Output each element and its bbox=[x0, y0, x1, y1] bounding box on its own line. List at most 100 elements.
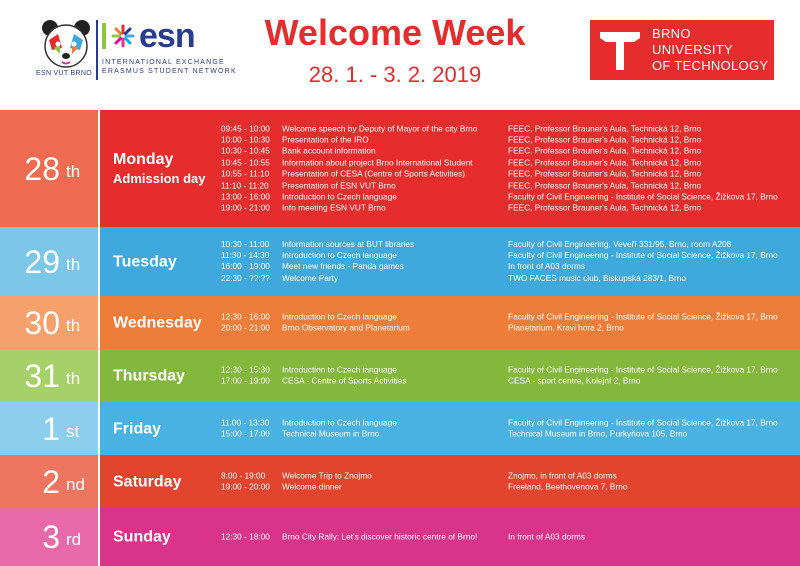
event-list: 12:30 - 16:00 Introduction to Czech langu… bbox=[221, 311, 796, 334]
event-time: 10:45 - 10:55 bbox=[221, 157, 270, 168]
event-place: Faculty of Civil Engineering - Institute… bbox=[508, 364, 778, 375]
event-description: Welcome speech by Deputy of Mayor of the… bbox=[282, 122, 478, 133]
event-description: Information sources at BUT libraries bbox=[282, 238, 415, 249]
day-date: 30 th bbox=[0, 296, 98, 349]
event-place: FEEC, Professor Brauner's Aula, Technick… bbox=[508, 202, 702, 213]
event-place: FEEC, Professor Brauner's Aula, Technick… bbox=[508, 122, 702, 133]
esn-tagline-line: ERASMUS STUDENT NETWORK bbox=[102, 68, 237, 75]
event-time: 12:30 - 18:00 bbox=[221, 531, 270, 542]
event-description: Bank account information bbox=[282, 145, 376, 156]
event-description: CESA - Centre of Sports Activities bbox=[282, 375, 407, 386]
event-time: 10:55 - 11:10 bbox=[221, 168, 270, 179]
event-place: Faculty of Civil Engineering - Institute… bbox=[508, 191, 778, 202]
event-item: 12:30 - 16:00 Introduction to Czech langu… bbox=[221, 311, 796, 322]
event-time: 10:30 - 11:00 bbox=[221, 238, 270, 249]
but-name-line: UNIVERSITY bbox=[652, 42, 734, 57]
day-name-text: Sunday bbox=[113, 528, 171, 546]
event-place: Planetarium, Kravi hora 2, Brno bbox=[508, 322, 624, 333]
event-place: FEEC, Professor Brauner's Aula, Technick… bbox=[508, 145, 702, 156]
event-description: Welcome Party bbox=[282, 272, 339, 283]
event-item: 8:00 - 19:00 Welcome Trip to Znojmo Znojmo… bbox=[221, 470, 796, 481]
event-place: Faculty of Civil Engineering - Institute… bbox=[508, 311, 778, 322]
event-description: Meet new friends - Panda games bbox=[282, 261, 404, 272]
esn-tagline: INTERNATIONAL EXCHANGE ERASMUS STUDENT N… bbox=[102, 58, 237, 76]
event-item: 10:55 - 11:10 Presentation of CESA (Centr… bbox=[221, 169, 796, 180]
day-details: Thursday 12:30 - 15:30 Introduction to Cz… bbox=[100, 349, 800, 402]
day-name-text: Saturday bbox=[113, 473, 182, 490]
day-name-text: Thursday bbox=[113, 367, 186, 384]
but-logo: BRNO UNIVERSITY OF TECHNOLOGY bbox=[590, 20, 774, 80]
esn-wordmark: esn bbox=[102, 18, 196, 54]
day-date: 29 th bbox=[0, 227, 98, 296]
event-place: FEEC, Professor Brauner's Aula, Technick… bbox=[508, 168, 702, 179]
event-item: 22:30 - ??:?? Welcome Party TWO FACES musi… bbox=[221, 273, 796, 284]
day-suffix: th bbox=[66, 161, 81, 181]
event-list: 12:30 - 15:30 Introduction to Czech langu… bbox=[221, 364, 796, 387]
event-item: 12:30 - 15:30 Introduction to Czech langu… bbox=[221, 364, 796, 375]
event-item: 19:00 - 21:00 Info meeting ESN VUT Brno FE… bbox=[221, 203, 796, 214]
event-description: Technical Museum in Brno bbox=[282, 428, 380, 439]
event-item: 10:45 - 10:55 Information about project B… bbox=[221, 157, 796, 168]
event-time: 12:30 - 16:00 bbox=[221, 311, 270, 322]
esn-section-name: ESN VUT BRNO bbox=[36, 70, 92, 77]
but-t-icon bbox=[600, 32, 640, 70]
event-time: 19:00 - 20:00 bbox=[221, 481, 270, 492]
event-time: 8:00 - 19:00 bbox=[221, 470, 266, 481]
event-description: Welcome Trip to Znojmo bbox=[282, 470, 372, 481]
event-place: Znojmo, in front of A03 dorms bbox=[508, 470, 617, 481]
event-time: 13:00 - 16:00 bbox=[221, 191, 270, 202]
page-title: Welcome Week bbox=[264, 12, 526, 53]
day-suffix: st bbox=[66, 421, 80, 441]
but-name: BRNO UNIVERSITY OF TECHNOLOGY bbox=[652, 26, 768, 74]
event-item: 11:00 - 13:30 Introduction to Czech langu… bbox=[221, 417, 796, 428]
event-description: Welcome dinner bbox=[282, 481, 342, 492]
day-details: Saturday 8:00 - 19:00 Welcome Trip to Zno… bbox=[100, 455, 800, 508]
esn-tagline-line: INTERNATIONAL EXCHANGE bbox=[102, 59, 225, 66]
day-details: Friday 11:00 - 13:30 Introduction to Czec… bbox=[100, 402, 800, 455]
day-row-wednesday: 30 th Wednesday 12:30 - 16:00 Introductio… bbox=[0, 296, 800, 349]
event-description: Brno City Rally: Let's discover historic… bbox=[282, 531, 478, 542]
event-description: Introduction to Czech language bbox=[282, 364, 397, 375]
event-place: FEEC, Professor Brauner's Aula, Technick… bbox=[508, 157, 702, 168]
event-time: 12:30 - 15:30 bbox=[221, 364, 270, 375]
event-item: 20:00 - 21:00 Brno Observatory and Planet… bbox=[221, 323, 796, 334]
day-name-text: Tuesday bbox=[113, 253, 177, 270]
day-name-text: Wednesday bbox=[113, 314, 202, 331]
day-name-text: Friday bbox=[113, 420, 162, 437]
day-name-text: Monday bbox=[113, 150, 174, 168]
day-number: 3 bbox=[42, 519, 60, 555]
event-time: 15:00 - 17:00 bbox=[221, 428, 270, 439]
event-item: 16:00 - 19:00 Meet new friends - Panda ga… bbox=[221, 262, 796, 273]
event-place: Faculty of Civil Engineering - Institute… bbox=[508, 417, 778, 428]
day-row-monday: 28 th Monday Admission day 09:45 - 10:00… bbox=[0, 110, 800, 227]
event-time: 22:30 - ??:?? bbox=[221, 272, 270, 283]
event-description: Info meeting ESN VUT Brno bbox=[282, 202, 386, 213]
day-number: 1 bbox=[42, 410, 60, 447]
event-description: Presentation of ESN VUT Brno bbox=[282, 179, 396, 190]
event-place: Technical Museum in Brno, Purkyňova 105,… bbox=[508, 428, 688, 439]
day-name: Wednesday bbox=[113, 313, 202, 332]
event-place: Freeland, Beethovenova 7, Brno bbox=[508, 481, 628, 492]
panda-icon bbox=[42, 20, 90, 68]
event-item: 13:00 - 16:00 Introduction to Czech langu… bbox=[221, 191, 796, 202]
event-item: 12:30 - 18:00 Brno City Rally: Let's disc… bbox=[221, 531, 796, 542]
event-time: 09:45 - 10:00 bbox=[221, 122, 270, 133]
day-name: Saturday bbox=[113, 472, 181, 491]
day-row-saturday: 2 nd Saturday 8:00 - 19:00 Welcome Trip t… bbox=[0, 455, 800, 508]
day-number: 30 bbox=[24, 304, 60, 341]
day-details: Sunday 12:30 - 18:00 Brno City Rally: Let… bbox=[100, 508, 800, 566]
day-number: 2 bbox=[42, 463, 60, 500]
day-number: 28 bbox=[24, 150, 60, 187]
day-suffix: nd bbox=[66, 474, 85, 494]
event-time: 11:10 - 11:20 bbox=[221, 179, 269, 190]
event-time: 11:00 - 13:30 bbox=[221, 417, 270, 428]
event-description: Introduction to Czech language bbox=[282, 311, 397, 322]
event-item: 10:30 - 11:00 Information sources at BUT … bbox=[221, 239, 796, 250]
event-time: 10:30 - 10:45 bbox=[221, 145, 270, 156]
event-item: 11:30 - 14:30 Introduction to Czech langu… bbox=[221, 250, 796, 261]
event-list: 12:30 - 18:00 Brno City Rally: Let's disc… bbox=[221, 531, 796, 542]
event-description: Presentation of the IRO bbox=[282, 134, 369, 145]
esn-star-icon bbox=[111, 24, 135, 48]
event-place: FEEC, Professor Brauner's Aula, Technick… bbox=[508, 134, 702, 145]
event-time: 17:00 - 19:00 bbox=[221, 375, 270, 386]
